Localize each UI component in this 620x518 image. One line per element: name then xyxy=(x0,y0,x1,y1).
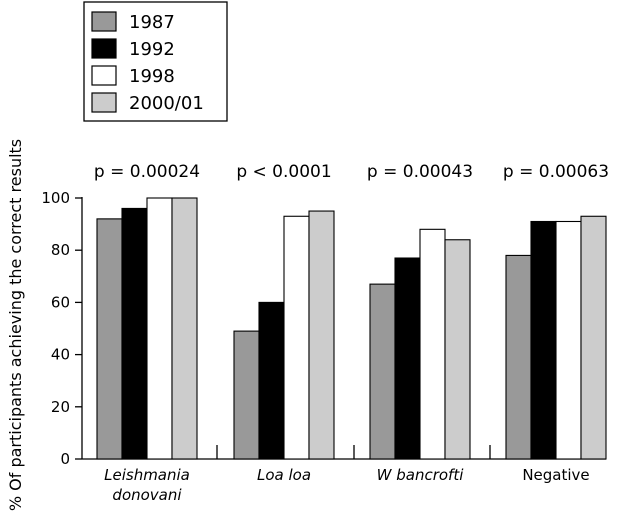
bar-1987-cat1 xyxy=(96,218,123,460)
y-tick-label-100: 100 xyxy=(41,189,70,207)
category-label-3: W bancrofti xyxy=(377,466,465,484)
bar-1987-cat2 xyxy=(233,330,260,460)
bar-1987-cat3 xyxy=(369,283,396,460)
y-tick-label-60: 60 xyxy=(51,293,70,311)
legend: 1987 1992 1998 2000/01 xyxy=(83,1,228,122)
bar-2000-01-cat3 xyxy=(444,239,471,460)
legend-swatch-2000-01 xyxy=(91,92,117,113)
category-label-1-line1: Leishmania xyxy=(104,466,190,484)
bar-1998-cat4 xyxy=(555,220,582,460)
bars xyxy=(96,197,607,460)
legend-label-1998: 1998 xyxy=(129,66,175,87)
bar-2000-01-cat2 xyxy=(308,210,335,460)
p-value-4: p = 0.00063 xyxy=(503,162,609,182)
bar-1987-cat4 xyxy=(505,254,532,460)
bar-2000-01-cat4 xyxy=(580,215,607,460)
bar-1992-cat4 xyxy=(530,220,557,460)
y-axis-label: % Of participants achieving the correct … xyxy=(6,139,25,511)
legend-label-1987: 1987 xyxy=(129,12,175,33)
category-label-2: Loa loa xyxy=(257,466,311,484)
p-value-2: p < 0.0001 xyxy=(236,162,331,182)
legend-label-1992: 1992 xyxy=(129,39,175,60)
legend-swatch-1992 xyxy=(91,38,117,59)
legend-swatch-1998 xyxy=(91,65,117,86)
category-label-4: Negative xyxy=(522,466,589,484)
p-value-3: p = 0.00043 xyxy=(367,162,473,182)
category-label-1-line2: donovani xyxy=(112,486,182,504)
bar-1998-cat1 xyxy=(146,197,173,460)
bar-1992-cat2 xyxy=(258,301,285,460)
y-tick-label-0: 0 xyxy=(60,450,70,468)
legend-label-2000-01: 2000/01 xyxy=(129,93,204,114)
y-tick-label-20: 20 xyxy=(51,398,70,416)
bar-1992-cat3 xyxy=(394,257,421,460)
bar-2000-01-cat1 xyxy=(171,197,198,460)
category-labels: Leishmania donovani Loa loa W bancrofti Nega… xyxy=(104,466,590,504)
bar-1992-cat1 xyxy=(121,207,148,460)
p-values: p = 0.00024 p < 0.0001 p = 0.00043 p = 0.00… xyxy=(94,162,609,182)
bar-1998-cat2 xyxy=(283,215,310,460)
legend-swatch-1987 xyxy=(91,11,117,32)
y-tick-label-80: 80 xyxy=(51,241,70,259)
bar-1998-cat3 xyxy=(419,228,446,460)
y-tick-label-40: 40 xyxy=(51,346,70,364)
p-value-1: p = 0.00024 xyxy=(94,162,200,182)
